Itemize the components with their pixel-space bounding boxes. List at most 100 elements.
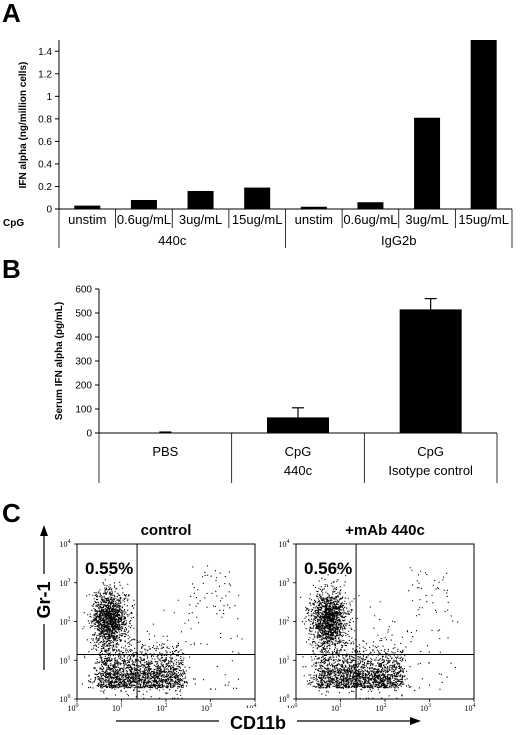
panel-a-letter: A bbox=[2, 0, 21, 28]
flow-plot-dots bbox=[300, 567, 459, 699]
panel-b-y-tick-label: 200 bbox=[75, 381, 92, 392]
flow-plot-events bbox=[81, 565, 243, 699]
gr1-axis-label: Gr-1 bbox=[34, 581, 54, 618]
panel-a-bar bbox=[414, 117, 441, 209]
panel-b-y-ticks: 0 100 200 300 400 500 600 bbox=[75, 285, 99, 440]
panel-b-y-tick-label: 400 bbox=[75, 333, 92, 344]
flow-plot-y-tick-label: 102 bbox=[279, 617, 290, 627]
panel-a-bar bbox=[244, 187, 271, 209]
flow-plot-title: control bbox=[141, 522, 192, 539]
panel-a-axes bbox=[58, 40, 512, 210]
panel-b-bar bbox=[267, 417, 329, 433]
panel-b-category-labels: PBS CpG 440c CpG Isotype control bbox=[152, 444, 473, 478]
panel-b-y-tick-label: 500 bbox=[75, 309, 92, 320]
panel-b-bars bbox=[134, 298, 462, 433]
panel-a-group-labels: 440c IgG2b bbox=[158, 233, 416, 248]
panel-b-y-tick-label: 0 bbox=[86, 429, 92, 440]
flow-plot-y-tick-exponent: 0 bbox=[287, 694, 290, 700]
panel-a-y-tick-label: 1.2 bbox=[38, 69, 52, 80]
panel-b-category-label: PBS bbox=[152, 444, 178, 459]
panel-b-letter: B bbox=[2, 254, 21, 284]
panel-c-letter: C bbox=[2, 498, 21, 528]
flow-plot-x-tick-label: 101 bbox=[112, 703, 123, 713]
panel-c-flow-plots: control0.55%1001011021031041001011021031… bbox=[60, 522, 476, 713]
panel-a-category-label: 15ug/mL bbox=[232, 212, 283, 227]
flow-plot-title: +mAb 440c bbox=[345, 522, 425, 539]
flow-plot-x-tick-label: 104 bbox=[465, 703, 476, 713]
panel-a-category-label: 3ug/mL bbox=[179, 212, 222, 227]
flow-plot: control0.55%1001011021031041001011021031… bbox=[60, 522, 257, 713]
flow-plot-x-tick-exponent: 0 bbox=[295, 703, 298, 709]
flow-plot-gate-percent: 0.55% bbox=[85, 559, 133, 578]
flow-plot-y-tick-label: 100 bbox=[60, 694, 71, 704]
flow-plot-x-tick-exponent: 4 bbox=[254, 703, 257, 709]
flow-plot-y-tick-label: 102 bbox=[60, 617, 71, 627]
panel-a-group-label: 440c bbox=[158, 233, 187, 248]
panel-a-y-tick-label: 1.4 bbox=[38, 47, 52, 58]
cd11b-axis-label: CD11b bbox=[230, 713, 286, 733]
panel-a-category-labels: unstim 0.6ug/mL 3ug/mL 15ug/mL unstim 0.6ug/m… bbox=[68, 212, 509, 227]
flow-plot-x-tick-exponent: 4 bbox=[473, 703, 476, 709]
panel-b-y-axis-label: Serum IFN alpha (pg/mL) bbox=[54, 302, 65, 420]
panel-a-bar bbox=[357, 202, 384, 209]
panel-b: B Serum IFN alpha (pg/mL) 0 100 200 300 400 5… bbox=[2, 254, 498, 483]
panel-b-y-tick-label: 100 bbox=[75, 405, 92, 416]
flow-plot-y-tick-exponent: 4 bbox=[287, 539, 290, 545]
panel-a-y-ticks: 0 0.2 0.4 0.6 0.8 1 1.2 1.4 bbox=[38, 47, 59, 216]
panel-a-bar bbox=[130, 199, 157, 209]
panel-a-category-label: 0.6ug/mL bbox=[117, 212, 171, 227]
flow-plot-y-tick-exponent: 2 bbox=[287, 617, 290, 623]
panel-a-row-label: CpG bbox=[3, 218, 24, 229]
panel-a-y-tick-label: 0 bbox=[46, 205, 52, 216]
flow-plot-y-tick-label: 104 bbox=[279, 539, 290, 549]
panel-a-group-label: IgG2b bbox=[381, 233, 416, 248]
panel-a-category-label: unstim bbox=[295, 212, 333, 227]
panel-c: C control0.55%10010110210310410010110210… bbox=[2, 498, 476, 734]
panel-b-category-sublabel: Isotype control bbox=[388, 463, 473, 478]
panel-a-category-label: unstim bbox=[68, 212, 106, 227]
flow-plot-y-tick-label: 101 bbox=[60, 655, 71, 665]
panel-a-y-axis-label: IFN alpha (ng/million cells) bbox=[18, 62, 29, 189]
panel-a-y-tick-label: 1 bbox=[46, 92, 52, 103]
panel-a-bar bbox=[74, 205, 101, 209]
flow-plot-y-tick-label: 103 bbox=[279, 578, 290, 588]
gr1-arrow-icon bbox=[40, 525, 48, 536]
panel-a-category-label: 15ug/mL bbox=[458, 212, 509, 227]
flow-plot-x-tick-label: 103 bbox=[420, 703, 431, 713]
panel-a-y-tick-label: 0.2 bbox=[38, 182, 52, 193]
flow-plot-y-tick-exponent: 3 bbox=[68, 578, 71, 584]
flow-plot-x-tick-exponent: 2 bbox=[165, 703, 168, 709]
flow-plot-dots bbox=[81, 565, 243, 699]
flow-plot-x-tick-label: 100 bbox=[68, 703, 79, 713]
flow-plot-x-tick-exponent: 3 bbox=[209, 703, 212, 709]
panel-a-category-label: 0.6ug/mL bbox=[343, 212, 397, 227]
flow-plot-x-tick-exponent: 0 bbox=[76, 703, 79, 709]
panel-b-category-table bbox=[98, 433, 498, 483]
cd11b-arrow-icon bbox=[410, 717, 421, 725]
flow-plot-y-tick-exponent: 4 bbox=[68, 539, 71, 545]
flow-plot-y-tick-exponent: 1 bbox=[287, 655, 290, 661]
flow-plot-x-tick-label: 102 bbox=[157, 703, 168, 713]
flow-plot-y-tick-label: 103 bbox=[60, 578, 71, 588]
flow-plot-gate-percent: 0.56% bbox=[304, 559, 352, 578]
flow-plot-x-tick-label: 101 bbox=[331, 703, 342, 713]
flow-plot-y-tick-label: 101 bbox=[279, 655, 290, 665]
flow-plot-x-tick-exponent: 2 bbox=[384, 703, 387, 709]
flow-plot-x-tick-exponent: 1 bbox=[120, 703, 123, 709]
panel-b-category-sublabel: 440c bbox=[284, 463, 313, 478]
flow-plot-x-tick-exponent: 1 bbox=[339, 703, 342, 709]
panel-b-y-tick-label: 600 bbox=[75, 285, 92, 296]
panel-a-bar bbox=[187, 190, 214, 209]
flow-plot-events bbox=[300, 567, 459, 699]
flow-plot-y-tick-exponent: 2 bbox=[68, 617, 71, 623]
panel-b-y-tick-label: 300 bbox=[75, 357, 92, 368]
panel-a-category-table bbox=[58, 209, 513, 248]
panel-a-y-tick-label: 0.4 bbox=[38, 159, 52, 170]
flow-plot-y-tick-exponent: 3 bbox=[287, 578, 290, 584]
flow-plot-y-tick-label: 100 bbox=[279, 694, 290, 704]
flow-plot-y-tick-exponent: 0 bbox=[68, 694, 71, 700]
panel-a-category-label: 3ug/mL bbox=[405, 212, 448, 227]
panel-b-category-label: CpG bbox=[417, 444, 444, 459]
cd11b-label-backdrop bbox=[219, 708, 297, 734]
